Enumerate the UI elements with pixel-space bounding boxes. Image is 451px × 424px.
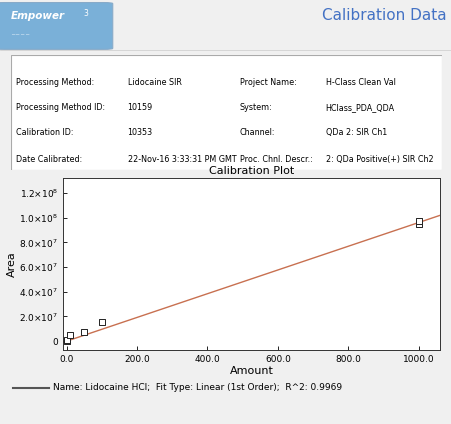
Text: Calibration ID:: Calibration ID:: [16, 128, 73, 137]
Point: [415, 220, 422, 227]
Text: Date Calibrated:: Date Calibrated:: [16, 155, 82, 164]
Title: Calibration Plot: Calibration Plot: [209, 166, 294, 176]
Text: Project Name:: Project Name:: [239, 78, 296, 87]
Text: Empower: Empower: [11, 11, 65, 21]
Text: Name: Lidocaine HCl;  Fit Type: Linear (1st Order);  R^2: 0.9969: Name: Lidocaine HCl; Fit Type: Linear (1…: [53, 383, 342, 393]
Text: Processing Method ID:: Processing Method ID:: [16, 103, 105, 112]
Text: System:: System:: [239, 103, 272, 112]
Text: 10159: 10159: [128, 103, 153, 112]
Text: 22-Nov-16 3:33:31 PM GMT: 22-Nov-16 3:33:31 PM GMT: [128, 155, 236, 164]
Text: 3: 3: [83, 9, 88, 18]
Text: ─ ─ ─ ─: ─ ─ ─ ─: [11, 33, 29, 38]
Point: [67, 332, 74, 339]
Point: [415, 218, 422, 224]
Point: [98, 318, 106, 325]
Text: 2: QDa Positive(+) SIR Ch2: 2: QDa Positive(+) SIR Ch2: [326, 155, 433, 164]
Text: 10353: 10353: [128, 128, 153, 137]
Text: Lidocaine SIR: Lidocaine SIR: [128, 78, 181, 87]
Text: Channel:: Channel:: [239, 128, 275, 137]
Text: Proc. Chnl. Descr.:: Proc. Chnl. Descr.:: [239, 155, 312, 164]
Y-axis label: Area: Area: [7, 251, 17, 277]
Point: [81, 329, 88, 335]
Text: Processing Method:: Processing Method:: [16, 78, 94, 87]
Point: [64, 337, 71, 344]
Point: [63, 338, 70, 344]
Text: HClass_PDA_QDA: HClass_PDA_QDA: [326, 103, 395, 112]
X-axis label: Amount: Amount: [230, 366, 273, 377]
Text: H-Class Clean Val: H-Class Clean Val: [326, 78, 396, 87]
FancyBboxPatch shape: [0, 3, 113, 49]
FancyBboxPatch shape: [11, 55, 442, 170]
Text: Calibration Data: Calibration Data: [322, 8, 446, 22]
Text: QDa 2: SIR Ch1: QDa 2: SIR Ch1: [326, 128, 387, 137]
